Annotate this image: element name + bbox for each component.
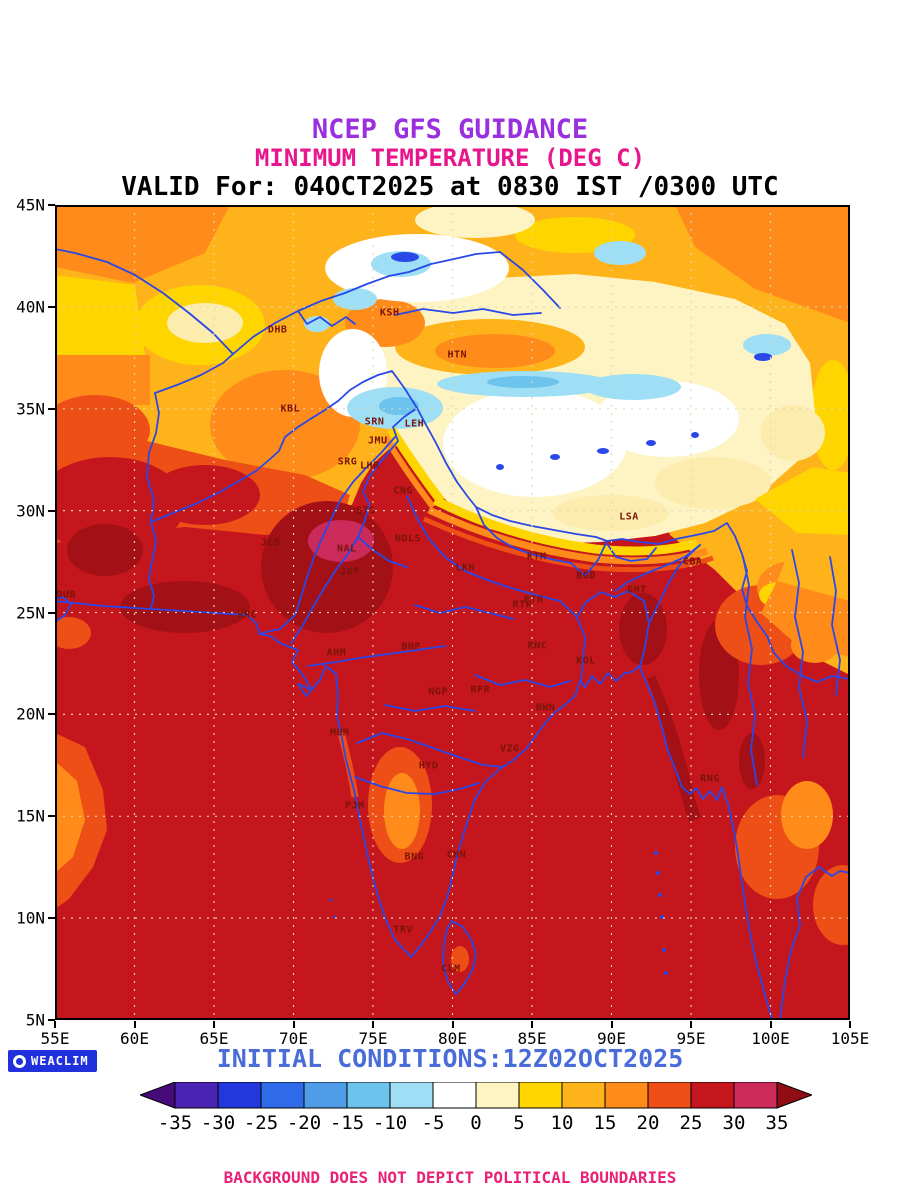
- valid-time-line: VALID For: 04OCT2025 at 0830 IST /0300 U…: [121, 172, 779, 202]
- lon-tick-mark: [531, 1021, 533, 1028]
- lat-tick-label: 35N: [16, 399, 45, 419]
- colorbar-right-arrow: [776, 1081, 814, 1109]
- colorbar-tick-label: 25: [680, 1112, 703, 1134]
- lat-tick-label: 45N: [16, 195, 45, 215]
- lat-tick-mark: [48, 407, 55, 410]
- lon-tick-label: 70E: [279, 1029, 308, 1048]
- colorbar-tick-label: -25: [244, 1112, 278, 1134]
- colorbar-tick-label: -15: [330, 1112, 364, 1134]
- lon-tick-label: 90E: [597, 1029, 626, 1048]
- lon-tick-mark: [849, 1021, 851, 1028]
- lat-tick-mark: [48, 917, 55, 920]
- colorbar-segment: [475, 1081, 520, 1109]
- lon-tick-label: 75E: [358, 1029, 388, 1048]
- colorbar: -35 -30 -25 -20 -15 -10 -5 0 5 10 15 20 25 30 35: [138, 1081, 814, 1134]
- lat-tick-mark: [48, 305, 55, 308]
- coastlines-borders-layer: [55, 248, 850, 1020]
- lat-tick-mark: [48, 1019, 55, 1021]
- lon-tick-mark: [372, 1021, 374, 1028]
- colorbar-left-arrow: [138, 1081, 176, 1109]
- lon-tick-mark: [451, 1021, 454, 1028]
- colorbar-segment: [690, 1081, 735, 1109]
- weaclim-logo: WEACLIM: [8, 1050, 97, 1072]
- colorbar-tick-label: 20: [637, 1112, 660, 1134]
- map-border: [55, 205, 850, 1020]
- colorbar-tick-label: 15: [594, 1112, 617, 1134]
- colorbar-tick-label: 0: [470, 1112, 481, 1134]
- colorbar-tick-label: 5: [513, 1112, 524, 1134]
- lon-tick-label: 85E: [517, 1029, 547, 1048]
- lon-tick-mark: [292, 1021, 295, 1028]
- lat-tick-mark: [48, 713, 55, 716]
- temperature-map: DHB KSH HTN KBL SRN LEH JMU SRG LHR CNG STS JCB NAL N…: [55, 205, 850, 1020]
- colorbar-segment: [217, 1081, 262, 1109]
- lon-tick-mark: [133, 1021, 136, 1028]
- colorbar-segment: [733, 1081, 778, 1109]
- disclaimer-text: BACKGROUND DOES NOT DEPICT POLITICAL BOU…: [223, 1168, 677, 1187]
- colorbar-tick-label: -30: [201, 1112, 235, 1134]
- lon-tick-label: 55E: [40, 1029, 70, 1048]
- colorbar-segment: [303, 1081, 348, 1109]
- colorbar-segment: [174, 1081, 219, 1109]
- lon-tick-mark: [690, 1021, 692, 1028]
- colorbar-tick-label: -20: [287, 1112, 321, 1134]
- weaclim-logo-label: WEACLIM: [31, 1054, 89, 1068]
- latitude-axis: 45N 40N 35N 30N 25N 20N 15N 10N 5N: [0, 196, 55, 1030]
- colorbar-tick-label: 35: [766, 1112, 789, 1134]
- lat-tick-label: 20N: [16, 704, 45, 724]
- lat-tick-mark: [48, 204, 55, 206]
- colorbar-tick-label: 10: [551, 1112, 574, 1134]
- lat-tick-mark: [48, 611, 55, 614]
- lon-tick-mark: [54, 1021, 56, 1028]
- lat-tick-mark: [48, 815, 55, 818]
- colorbar-tick-label: 30: [723, 1112, 746, 1134]
- lat-tick-label: 10N: [16, 908, 45, 928]
- colorbar-segment: [432, 1081, 477, 1109]
- lon-tick-mark: [213, 1021, 215, 1028]
- colorbar-tick-label: -5: [422, 1112, 445, 1134]
- weaclim-logo-icon: [13, 1054, 26, 1068]
- lon-tick-label: 60E: [120, 1029, 149, 1048]
- colorbar-svg: -35 -30 -25 -20 -15 -10 -5 0 5 10 15 20 25 30 35: [138, 1081, 814, 1134]
- lat-tick-label: 5N: [25, 1010, 45, 1030]
- lon-tick-label: 100E: [751, 1029, 790, 1048]
- lon-tick-label: 65E: [199, 1029, 229, 1048]
- lon-tick-label: 105E: [830, 1029, 870, 1048]
- lat-tick-label: 25N: [16, 603, 45, 622]
- colorbar-segment: [604, 1081, 649, 1109]
- temperature-field-svg: [55, 205, 850, 1020]
- colorbar-segment: [260, 1081, 305, 1109]
- lakes-islands-layer: [329, 252, 772, 975]
- colorbar-segment: [647, 1081, 692, 1109]
- lat-tick-label: 30N: [16, 501, 45, 521]
- lat-tick-mark: [48, 509, 55, 512]
- page-subtitle: MINIMUM TEMPERATURE (DEG C): [254, 144, 646, 172]
- colorbar-segment: [346, 1081, 391, 1109]
- page-title: NCEP GFS GUIDANCE: [311, 114, 589, 145]
- longitude-axis: 55E 60E 65E 70E 75E 80E 85E 90E 95E 100E 105E: [41, 1020, 869, 1052]
- colorbar-tick-label: -10: [373, 1112, 407, 1134]
- lat-tick-label: 40N: [16, 297, 45, 317]
- lon-tick-mark: [610, 1021, 613, 1028]
- lat-tick-label: 15N: [16, 806, 45, 826]
- initial-conditions-text: INITIAL CONDITIONS:12Z02OCT2025: [216, 1044, 684, 1073]
- lon-tick-label: 95E: [676, 1029, 706, 1048]
- colorbar-tick-label: -35: [158, 1112, 192, 1134]
- lon-tick-label: 80E: [438, 1029, 467, 1048]
- colorbar-segment: [389, 1081, 434, 1109]
- colorbar-segment: [561, 1081, 606, 1109]
- colorbar-segment: [518, 1081, 563, 1109]
- lon-tick-mark: [769, 1021, 772, 1028]
